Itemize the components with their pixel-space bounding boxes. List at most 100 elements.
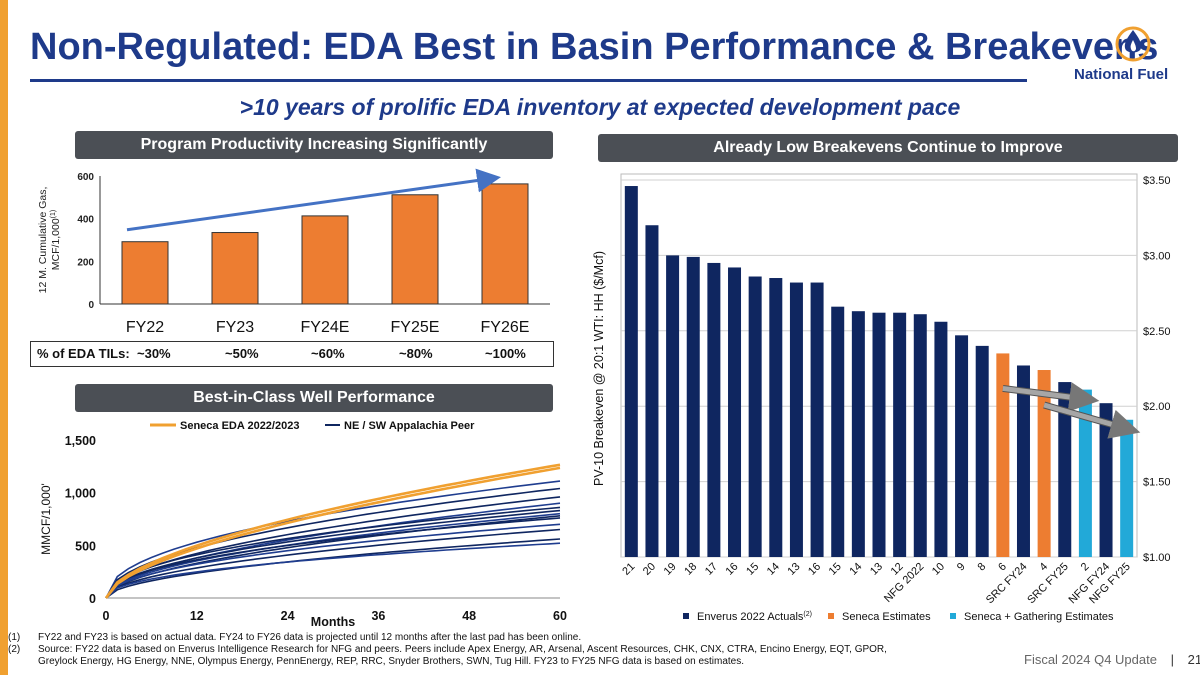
seneca-curve	[104, 463, 561, 599]
x-tick-label: FY23	[216, 319, 254, 336]
x-tick-label: 15	[827, 561, 844, 578]
x-tick-label: 15	[744, 561, 761, 578]
breakeven-bar	[975, 345, 989, 557]
breakeven-bar	[769, 278, 783, 557]
x-tick-label: 12	[190, 609, 204, 623]
breakeven-bar	[851, 311, 865, 557]
y-tick-label: 1,500	[65, 434, 96, 448]
y-axis-label: MMCF/1,000'	[39, 483, 53, 555]
well-performance-line-chart: Seneca EDA 2022/2023 NE / SW Appalachia P…	[39, 420, 567, 629]
y-tick-label: 600	[77, 172, 94, 183]
x-tick-label: 13	[785, 561, 802, 578]
breakeven-bar	[1037, 370, 1051, 557]
page-number: 21	[1187, 652, 1200, 667]
national-fuel-logo	[1115, 26, 1151, 62]
x-tick-label: 60	[553, 609, 567, 623]
peer-curve	[105, 509, 561, 599]
x-tick-label: 19	[662, 561, 679, 578]
x-tick-label: 20	[641, 561, 658, 578]
x-tick-label: 17	[703, 561, 720, 578]
x-tick-label: FY22	[126, 319, 164, 336]
page-title: Non-Regulated: EDA Best in Basin Perform…	[30, 26, 1159, 68]
y-axis-label-line-1: 12 M. Cumulative Gas,	[37, 187, 49, 294]
y-tick-label: $3.00	[1143, 250, 1171, 262]
breakeven-bar	[893, 312, 907, 557]
logo-text: National Fuel	[1074, 66, 1169, 83]
breakevens-banner: Already Low Breakevens Continue to Impro…	[598, 134, 1178, 162]
x-tick-label: 0	[103, 609, 110, 623]
footnotes: (1) FY22 and FY23 is based on actual data…	[8, 632, 908, 668]
til-value-fy22: ~30%	[137, 346, 171, 361]
y-axis-label-superscript: (1)	[50, 210, 57, 219]
productivity-bar	[301, 215, 349, 305]
til-value-fy23: ~50%	[225, 346, 259, 361]
breakeven-bar	[810, 282, 824, 557]
y-tick-label: 400	[77, 215, 94, 226]
breakeven-bar	[955, 335, 969, 557]
x-tick-label: 14	[765, 561, 782, 578]
breakeven-bar	[1016, 365, 1030, 557]
peer-curve	[105, 512, 561, 599]
x-tick-label: 8	[976, 561, 989, 574]
productivity-bar	[481, 183, 529, 305]
x-tick-label: 4	[1037, 561, 1050, 574]
x-tick-label: 21	[620, 561, 637, 578]
breakeven-bar	[1078, 389, 1092, 557]
x-tick-label: FY26E	[481, 319, 530, 336]
productivity-banner: Program Productivity Increasing Signific…	[75, 131, 553, 159]
peer-curve	[105, 506, 561, 599]
breakeven-bar	[996, 353, 1010, 557]
peer-curve	[105, 496, 561, 599]
well-performance-banner: Best-in-Class Well Performance	[75, 384, 553, 412]
y-axis-label: 12 M. Cumulative Gas,MCF/1,000(1)	[37, 187, 62, 294]
til-label: % of EDA TILs:	[37, 346, 130, 361]
breakeven-bar	[872, 312, 886, 557]
x-tick-label: 14	[847, 561, 864, 578]
improvement-arrow	[1002, 382, 1100, 412]
y-tick-label: $2.00	[1143, 401, 1171, 413]
breakeven-bar	[666, 255, 680, 557]
x-tick-label: 24	[281, 609, 295, 623]
y-tick-label: $2.50	[1143, 326, 1171, 338]
x-tick-label: 36	[371, 609, 385, 623]
trend-arrow	[126, 168, 501, 232]
til-value-fy26e: ~100%	[485, 346, 526, 361]
accent-bar	[0, 0, 8, 675]
breakeven-bar	[728, 267, 742, 557]
y-tick-label: 0	[89, 592, 96, 606]
breakeven-bar	[624, 186, 638, 558]
flame-inner-icon	[1130, 40, 1136, 52]
legend-label: Seneca Estimates	[842, 611, 931, 623]
y-tick-label: 200	[77, 257, 94, 268]
productivity-bar	[211, 232, 259, 305]
x-tick-label: 18	[682, 561, 699, 578]
peer-curve	[105, 542, 561, 599]
footnote-1: (1) FY22 and FY23 is based on actual data…	[8, 632, 582, 643]
y-tick-label: $1.00	[1143, 552, 1171, 564]
breakeven-bar-chart: $1.00 $1.50 $2.00 $2.50 $3.00 $3.50 21 20 19 18 17…	[592, 173, 1171, 623]
y-tick-label: $3.50	[1143, 175, 1171, 187]
peer-curve	[105, 538, 561, 599]
improvement-arrow	[1043, 402, 1141, 439]
x-tick-label: FY24E	[301, 319, 350, 336]
breakeven-bar	[1099, 403, 1113, 557]
x-tick-label: 9	[955, 561, 968, 574]
footnote-2: (2) Source: FY22 data is based on Enverus…	[8, 644, 887, 667]
peer-curve	[105, 517, 561, 599]
title-divider	[30, 79, 1027, 82]
footer-separator: |	[1170, 652, 1174, 667]
x-tick-label: 48	[462, 609, 476, 623]
peer-curve	[105, 528, 561, 599]
footer-label: Fiscal 2024 Q4 Update	[1024, 652, 1157, 667]
subtitle: >10 years of prolific EDA inventory at e…	[239, 94, 961, 120]
x-tick-label: FY25E	[391, 319, 440, 336]
breakeven-bar	[831, 306, 845, 557]
x-tick-label: 6	[996, 561, 1009, 574]
y-tick-label: $1.50	[1143, 477, 1171, 489]
legend-label-peer: NE / SW Appalachia Peer	[344, 420, 475, 432]
x-tick-label: 16	[723, 561, 740, 578]
productivity-bar	[391, 194, 439, 305]
breakeven-bar	[913, 314, 927, 557]
productivity-bar	[121, 241, 169, 305]
y-axis-label-line-2: MCF/1,000	[50, 218, 62, 270]
